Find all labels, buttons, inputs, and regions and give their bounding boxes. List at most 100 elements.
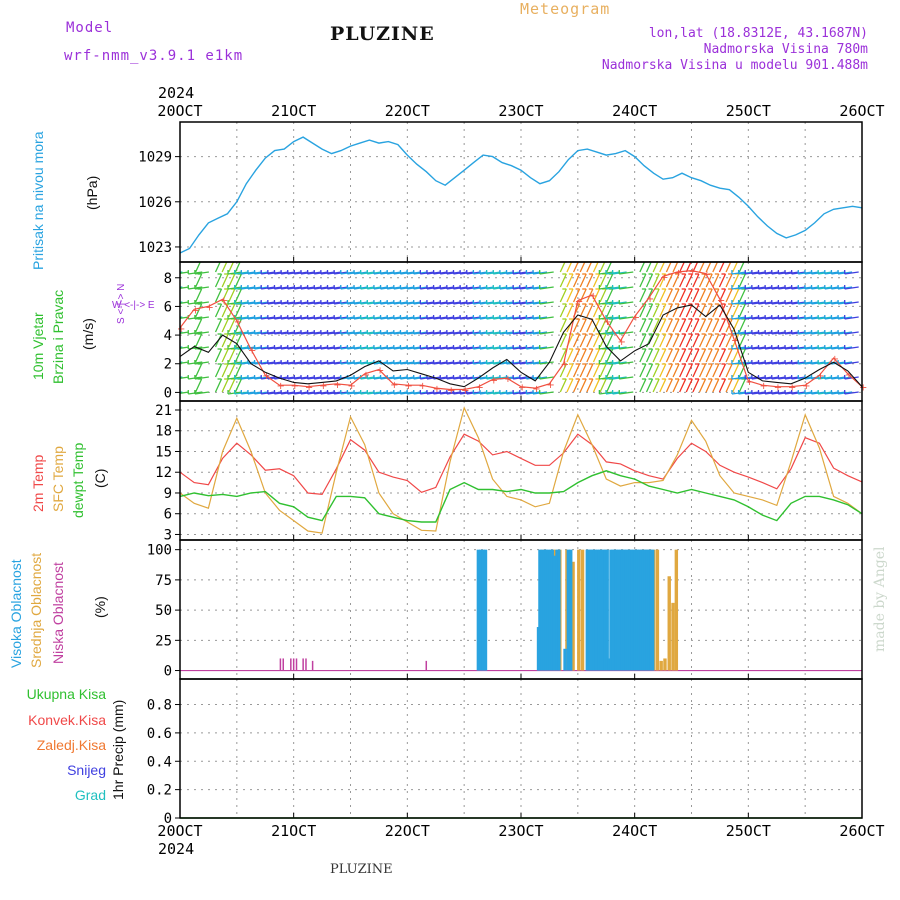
wind-barb	[672, 333, 680, 348]
x-year-bottom: 2024	[158, 840, 194, 858]
cloud-bar	[544, 549, 548, 671]
wind-barb	[685, 273, 693, 288]
gust-marker: +	[589, 291, 597, 302]
wind-barb	[692, 348, 700, 363]
wind-barb	[659, 262, 666, 273]
wind-barb	[738, 273, 746, 288]
cloud-bar	[311, 660, 314, 671]
wind-barb	[659, 348, 667, 363]
cloud-bar	[292, 658, 295, 671]
wind-barb	[619, 316, 634, 320]
cloud-bar	[569, 549, 573, 671]
wind-barb	[566, 378, 574, 393]
gust-marker: +	[674, 268, 682, 279]
wind-barb	[692, 363, 700, 378]
cloud-bar	[616, 549, 621, 671]
wind-barb	[592, 378, 601, 393]
gust-marker: +	[646, 294, 654, 305]
x-tick-label-bottom: 20OCT	[157, 822, 202, 840]
x-tick-label-top: 21OCT	[271, 102, 316, 120]
wind-barb	[652, 303, 660, 318]
wind-barb	[652, 333, 660, 348]
gust-marker: +	[532, 384, 540, 395]
wind-barb	[195, 303, 203, 318]
y-tick-label: 0	[164, 664, 172, 680]
gust-marker: +	[575, 297, 583, 308]
y-tick-label: 21	[155, 403, 172, 419]
wind-barb	[705, 262, 712, 273]
wind-barb	[844, 391, 859, 395]
wind-barb	[214, 378, 223, 393]
wind-barb	[672, 363, 680, 378]
gust-marker: +	[831, 354, 839, 365]
wind-barb	[195, 262, 201, 273]
wind-barb	[665, 363, 673, 378]
gust-marker: +	[419, 381, 427, 392]
wind-barb	[566, 318, 574, 333]
wind-barb	[180, 391, 190, 394]
wind-barb	[539, 346, 554, 350]
wind-barb	[195, 288, 203, 303]
wind-barb	[712, 378, 720, 393]
wind-barb	[685, 378, 693, 393]
wind-speed-line	[179, 304, 863, 388]
wind-barb	[559, 318, 567, 333]
wind-barb	[619, 301, 634, 305]
wind-barb	[705, 378, 713, 393]
wind-barb	[195, 348, 203, 363]
gust-marker: +	[291, 381, 299, 392]
y-tick-label: 12	[155, 465, 172, 481]
cloud-bar	[609, 549, 613, 671]
wind-barb	[738, 303, 746, 318]
wind-barb	[234, 363, 243, 378]
wind-barb	[712, 333, 720, 348]
y-tick-label: 9	[164, 486, 172, 502]
wind-barb	[639, 303, 647, 318]
cloud-bar	[624, 549, 628, 671]
wind-barb	[732, 273, 740, 288]
wind-barb	[592, 273, 601, 288]
temp-sfc-line	[179, 406, 863, 534]
wind-barb	[599, 318, 607, 333]
wind-barb	[234, 348, 243, 363]
wind-barb	[732, 363, 740, 378]
wind-barb	[606, 348, 614, 363]
wind-barb	[639, 288, 647, 303]
y-tick-label: 4	[164, 328, 172, 344]
wind-barb	[698, 363, 707, 378]
gust-marker: +	[191, 305, 199, 316]
wind-barb	[705, 348, 713, 363]
gust-marker: +	[703, 269, 711, 280]
wind-barb	[725, 333, 733, 348]
wind-barb	[195, 318, 203, 333]
wind-barb	[732, 262, 739, 273]
gust-marker: +	[617, 337, 625, 348]
wind-barb	[566, 273, 574, 288]
wind-barb	[679, 273, 687, 288]
wind-barb	[718, 273, 727, 288]
cloud-bar	[639, 549, 643, 671]
wind-barb	[194, 301, 209, 305]
wind-barb	[692, 262, 699, 273]
wind-barb	[586, 333, 594, 348]
y-tick-label: 0.2	[147, 783, 172, 799]
cloud-bar	[618, 549, 623, 671]
wind-barb	[234, 378, 243, 393]
cloud-bar	[290, 658, 292, 671]
wind-barb	[180, 376, 190, 379]
wind-barb	[592, 333, 601, 348]
x-tick-label-top: 22OCT	[385, 102, 430, 120]
x-tick-label-top: 24OCT	[612, 102, 657, 120]
wind-barb	[705, 318, 713, 333]
wind-barb	[228, 378, 236, 393]
cloud-bar	[476, 549, 481, 671]
wind-barb	[214, 262, 221, 273]
wind-barb	[606, 363, 614, 378]
wind-barb	[214, 318, 223, 333]
wind-barb	[566, 303, 574, 318]
wind-barb	[599, 262, 606, 273]
gust-marker: +	[390, 380, 398, 391]
wind-barb	[725, 262, 732, 273]
wind-barb	[221, 318, 229, 333]
